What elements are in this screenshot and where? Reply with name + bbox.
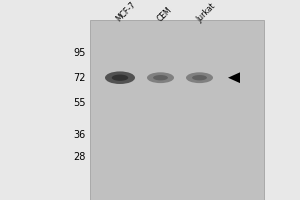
Text: MCF-7: MCF-7 xyxy=(114,1,137,24)
Text: 55: 55 xyxy=(73,98,85,108)
Text: 72: 72 xyxy=(73,73,85,83)
Ellipse shape xyxy=(192,75,207,80)
Ellipse shape xyxy=(105,71,135,84)
Text: CEM: CEM xyxy=(156,6,174,24)
Bar xyxy=(90,20,264,200)
Ellipse shape xyxy=(186,72,213,83)
Polygon shape xyxy=(228,72,240,83)
Text: Jurkat: Jurkat xyxy=(195,1,218,24)
Text: 28: 28 xyxy=(73,152,86,162)
Ellipse shape xyxy=(147,72,174,83)
Text: 36: 36 xyxy=(73,130,86,140)
Ellipse shape xyxy=(112,75,128,81)
Text: 95: 95 xyxy=(73,48,86,58)
Ellipse shape xyxy=(153,75,168,80)
